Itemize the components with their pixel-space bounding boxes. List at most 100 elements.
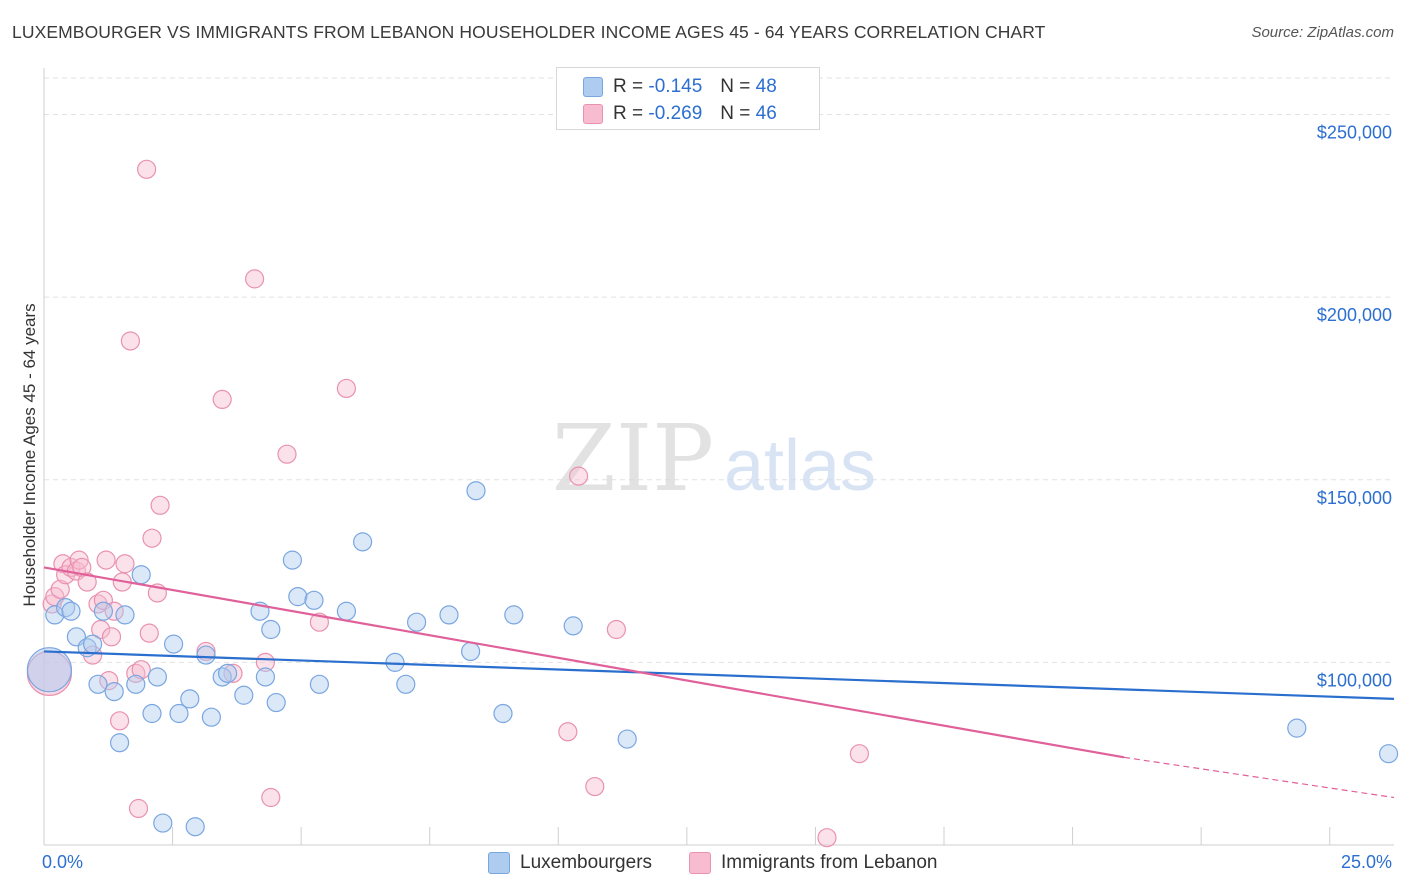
y-tick-labels: $100,000 $150,000 $200,000 $250,000: [1317, 123, 1392, 691]
lebanon-point-25: [131, 660, 151, 680]
luxembourgers-point-35: [353, 532, 373, 552]
lebanon-point-37: [277, 444, 297, 464]
luxembourgers-point-6: [82, 634, 103, 654]
x-tick-label-max: 25.0%: [1340, 852, 1392, 872]
luxembourgers-point-45: [617, 729, 637, 749]
lebanon-point-40: [558, 722, 578, 742]
luxembourgers-point-46: [1287, 718, 1307, 738]
lebanon-point-21: [115, 554, 135, 574]
luxembourgers-point-2: [55, 597, 76, 618]
legend-stats: R = -0.145 N = 48 R = -0.269 N = 46: [556, 67, 820, 130]
luxembourgers-point-47: [1378, 744, 1399, 764]
luxembourgers-point-25: [234, 685, 254, 705]
lebanon-point-8: [69, 550, 89, 570]
lebanon-point-32: [212, 389, 232, 410]
watermark: ZIP atlas: [552, 405, 876, 512]
luxembourgers-point-7: [88, 674, 108, 694]
luxembourgers-point-24: [218, 663, 238, 683]
luxembourgers-point-38: [407, 612, 427, 632]
luxembourgers-point-43: [504, 605, 524, 625]
axes: [43, 68, 1394, 846]
legend-swatch-luxembourgers: [583, 77, 603, 97]
lebanon-point-44: [817, 828, 837, 848]
luxembourgers-point-31: [288, 587, 308, 607]
luxembourgers-point-20: [185, 817, 205, 837]
trend-line-lebanon: [43, 566, 1125, 759]
legend-label-luxembourgers: Luxembourgers: [520, 852, 653, 873]
legend-n-value: 48: [755, 76, 777, 97]
luxembourgers-point-9: [104, 681, 124, 702]
luxembourgers-point-3: [61, 601, 81, 621]
luxembourgers-point-29: [266, 692, 286, 713]
lebanon-point-30: [150, 495, 170, 515]
luxembourgers-point-1: [45, 605, 65, 625]
luxembourgers-point-33: [309, 674, 329, 694]
lebanon-point-36: [261, 787, 281, 808]
legend-item-lebanon: Immigrants from Lebanon: [689, 852, 938, 874]
lebanon-point-34: [245, 269, 265, 289]
legend-row-luxembourgers: R = -0.145 N = 48: [583, 75, 777, 99]
luxembourgers-point-22: [201, 707, 221, 727]
luxembourgers-point-27: [255, 667, 275, 687]
lebanon-point-15: [96, 550, 116, 570]
lebanon-point-13: [91, 619, 111, 640]
trend-lines: [43, 566, 1395, 799]
luxembourgers-point-14: [142, 703, 162, 724]
luxembourgers-point-37: [396, 674, 416, 694]
legend-item-luxembourgers: Luxembourgers: [488, 852, 652, 874]
chart-title: LUXEMBOURGER VS IMMIGRANTS FROM LEBANON …: [12, 22, 1046, 42]
lebanon-point-10: [77, 572, 97, 592]
legend-n-label: N =: [720, 76, 751, 97]
legend-n-label: N =: [720, 103, 751, 124]
luxembourgers-point-0: [26, 647, 73, 693]
lebanon-point-33: [223, 663, 243, 683]
lebanon-point-24: [128, 798, 149, 819]
luxembourgers-point-15: [147, 667, 167, 687]
lebanon-point-28: [142, 528, 162, 548]
lebanon-point-39: [336, 378, 356, 399]
legend-r-label: R =: [613, 76, 644, 97]
luxembourgers-point-40: [461, 641, 481, 662]
legend-r-value: -0.269: [648, 103, 703, 124]
lebanon-point-27: [139, 623, 159, 643]
lebanon-point-16: [99, 671, 119, 691]
lebanon-point-45: [849, 744, 870, 764]
y-tick-label: $100,000: [1317, 670, 1392, 690]
luxembourgers-point-23: [212, 667, 232, 687]
legend-row-lebanon: R = -0.269 N = 46: [583, 102, 777, 126]
x-tick-label-min: 0.0%: [42, 852, 84, 872]
source-label: Source: ZipAtlas.com: [1251, 24, 1394, 41]
luxembourgers-point-10: [109, 733, 130, 753]
legend-swatch-luxembourgers: [488, 852, 510, 874]
luxembourgers-point-44: [563, 616, 583, 636]
trend-line-luxembourgers: [43, 650, 1395, 701]
luxembourgers-point-17: [164, 634, 184, 654]
legend-r-value: -0.145: [648, 76, 703, 97]
watermark-atlas: atlas: [724, 426, 876, 506]
y-tick-label: $200,000: [1317, 305, 1392, 325]
lebanon-point-22: [120, 331, 140, 351]
luxembourgers-point-41: [466, 481, 486, 501]
lebanon-point-26: [137, 159, 157, 179]
luxembourgers-point-42: [493, 703, 513, 724]
luxembourgers-point-11: [115, 605, 135, 625]
luxembourgers-point-19: [180, 689, 200, 709]
series-luxembourgers-points: [26, 481, 1399, 837]
legend-label-lebanon: Immigrants from Lebanon: [721, 852, 938, 873]
legend-n-value: 46: [755, 103, 777, 124]
lebanon-point-42: [585, 776, 605, 797]
luxembourgers-point-16: [153, 813, 173, 833]
lebanon-point-9: [72, 557, 92, 578]
lebanon-point-41: [568, 466, 589, 486]
y-tick-label: $150,000: [1317, 488, 1392, 508]
legend-series: Luxembourgers Immigrants from Lebanon: [0, 852, 1406, 878]
lebanon-point-18: [104, 601, 124, 621]
legend-swatch-lebanon: [583, 104, 603, 124]
luxembourgers-point-30: [282, 550, 302, 570]
watermark-zip: ZIP: [552, 405, 714, 512]
lebanon-point-35: [255, 652, 275, 672]
grid-lines: [44, 77, 1394, 663]
lebanon-point-23: [126, 663, 146, 683]
luxembourgers-point-34: [336, 601, 356, 621]
trend-line-lebanon-extrapolated: [1123, 756, 1395, 799]
